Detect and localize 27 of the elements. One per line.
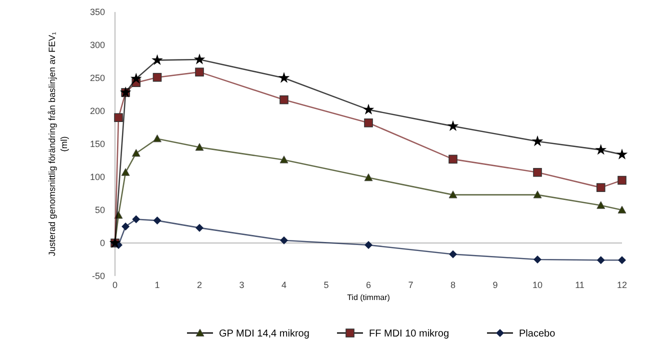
x-axis-title: Tid (timmar) bbox=[347, 293, 390, 302]
y-tick-label: -50 bbox=[92, 271, 105, 282]
x-tick-label: 9 bbox=[492, 280, 498, 290]
x-tick-label: 12 bbox=[616, 280, 628, 290]
x-tick-label: 5 bbox=[324, 280, 329, 290]
x-tick-label: 8 bbox=[450, 280, 456, 290]
x-tick-label: 3 bbox=[239, 280, 244, 290]
y-tick-label: 150 bbox=[90, 139, 105, 150]
y-tick-label: 100 bbox=[90, 172, 105, 182]
y-axis-title: Justerad genomsnittlig förändring från baslinjen av FEV₁ (ml) bbox=[47, 32, 69, 256]
x-tick-label: 0 bbox=[112, 280, 118, 290]
y-tick-label: 200 bbox=[90, 106, 105, 116]
x-tick-label: 6 bbox=[366, 280, 372, 290]
x-tick-label: 7 bbox=[408, 280, 414, 290]
x-tick-label: 2 bbox=[196, 280, 202, 290]
legend-label: FF MDI 10 mikrog bbox=[369, 328, 450, 340]
x-tick-label: 10 bbox=[532, 280, 543, 290]
x-tick-label: 4 bbox=[281, 280, 287, 290]
legend-label: GP MDI 14,4 mikrog bbox=[219, 328, 310, 340]
y-tick-label: 50 bbox=[94, 205, 105, 216]
y-tick-label: 300 bbox=[90, 40, 105, 50]
x-tick-label: 1 bbox=[154, 280, 160, 290]
y-tick-label: 0 bbox=[100, 238, 105, 248]
y-tick-label: 350 bbox=[90, 7, 105, 18]
x-tick-label: 11 bbox=[575, 280, 584, 290]
legend-label: Placebo bbox=[519, 328, 556, 340]
y-tick-label: 250 bbox=[90, 73, 105, 84]
